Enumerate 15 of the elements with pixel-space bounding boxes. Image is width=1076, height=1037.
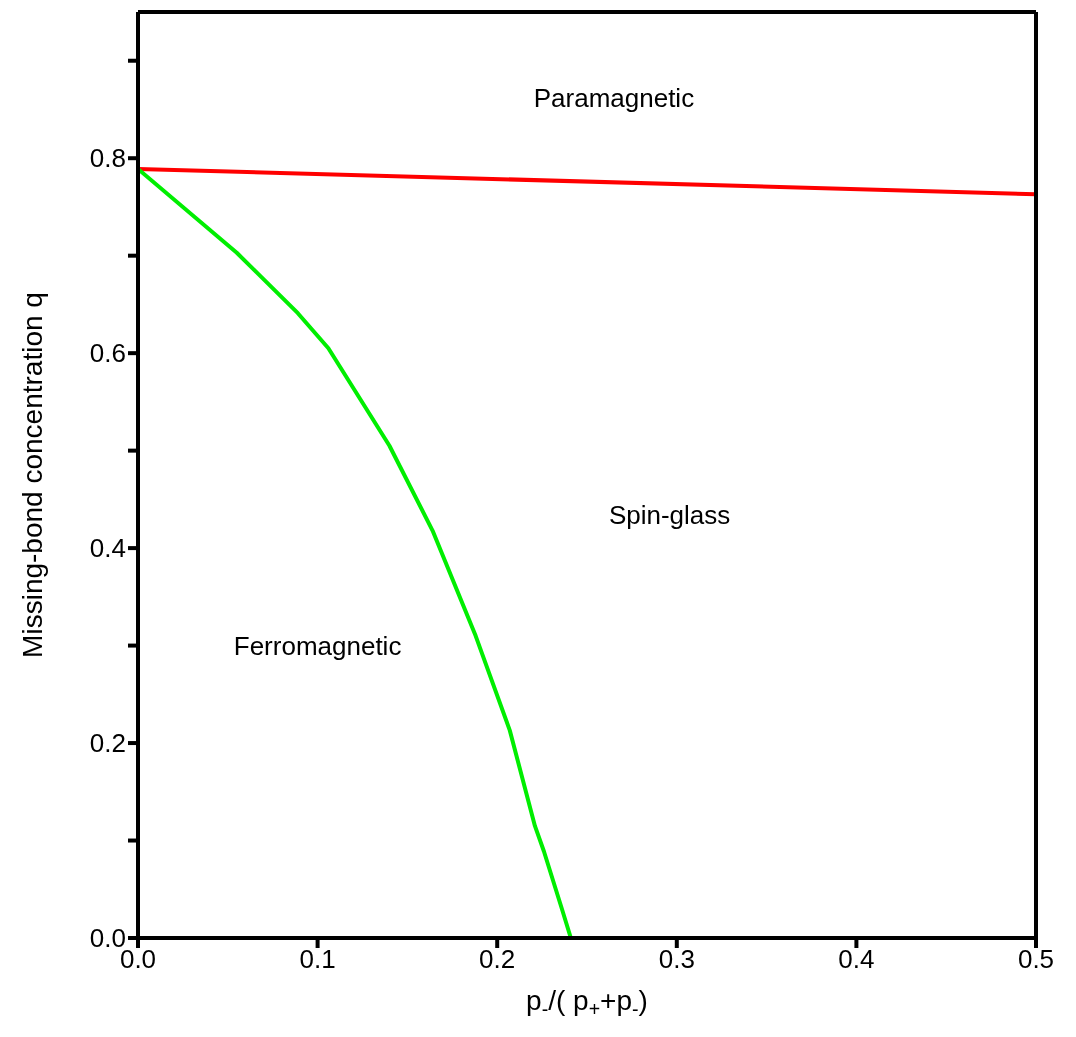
x-tick-label: 0.3	[658, 944, 695, 975]
y-tick-label: 0.8	[89, 143, 126, 174]
y-tick-label: 0.2	[89, 728, 126, 759]
annotation: Spin-glass	[608, 500, 731, 531]
line-series	[138, 166, 573, 938]
y-axis-title: Missing-bond concentration q	[16, 292, 48, 658]
x-tick-label: 0.5	[1017, 944, 1055, 975]
y-tick-label: 0.4	[89, 533, 126, 564]
annotation: Ferromagnetic	[233, 630, 402, 661]
x-axis-title: p$_{-}$/( p$_{+}$+p$_{-}$)	[526, 985, 648, 1020]
y-tick-label: 0.6	[89, 338, 126, 369]
x-tick-label: 0.2	[479, 944, 516, 975]
x-tick-label: 0.1	[299, 944, 336, 975]
annotation: Paramagnetic	[533, 83, 695, 114]
x-tick-label: 0.4	[838, 944, 875, 975]
